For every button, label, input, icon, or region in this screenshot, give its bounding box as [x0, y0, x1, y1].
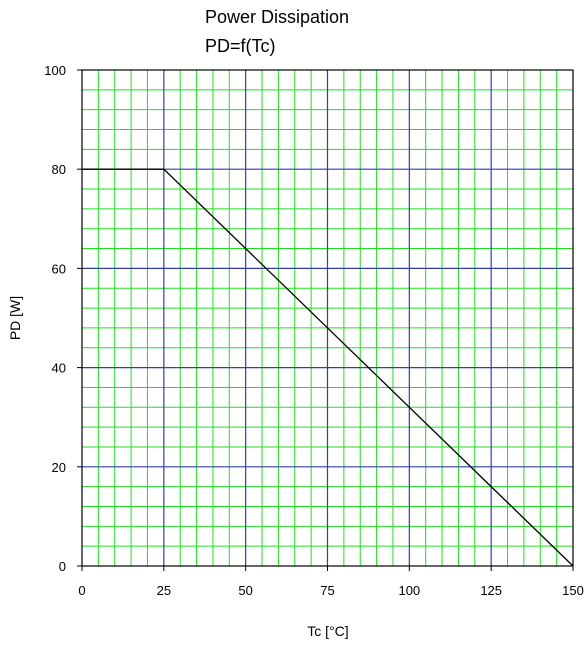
x-tick-label: 25 [157, 583, 171, 598]
x-axis-label: Tc [°C] [307, 623, 348, 639]
y-tick-label: 80 [52, 162, 66, 177]
chart-subtitle: PD=f(Tc) [205, 36, 276, 56]
chart-title: Power Dissipation [205, 7, 349, 27]
x-tick-label: 50 [238, 583, 252, 598]
y-tick-label: 100 [44, 63, 66, 78]
plot-area: 0 25 50 75 100 125 150 0 20 40 60 80 100 [44, 63, 584, 598]
x-tick-label: 125 [480, 583, 502, 598]
y-tick-label: 40 [52, 361, 66, 376]
x-tick-label: 150 [562, 583, 584, 598]
x-tick-label: 100 [398, 583, 420, 598]
x-tick-label: 75 [320, 583, 334, 598]
x-tick-label: 0 [78, 583, 85, 598]
y-tick-label: 20 [52, 460, 66, 475]
y-tick-label: 60 [52, 261, 66, 276]
series-line [82, 168, 574, 567]
y-tick-label: 0 [59, 559, 66, 574]
y-axis-label: PD [W] [7, 296, 23, 340]
